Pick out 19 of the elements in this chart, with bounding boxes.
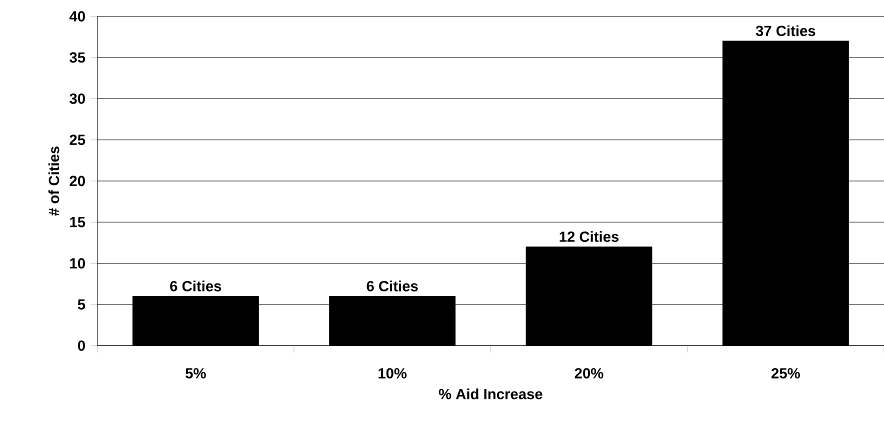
y-tick-label: 25	[70, 134, 86, 146]
y-tick-label: 10	[70, 258, 85, 269]
y-tick-label: 40	[69, 11, 85, 22]
y-axis-title: # of Cities	[48, 146, 60, 216]
x-tick-label: 20%	[574, 368, 604, 378]
data-label: 6 Cities	[366, 280, 418, 292]
x-tick-label: 25%	[771, 368, 800, 378]
y-tick-label: 15	[70, 217, 86, 228]
y-tick-label: 30	[70, 93, 85, 104]
data-label: 37 Cities	[756, 25, 816, 36]
data-label: 6 Cities	[170, 280, 222, 292]
y-tick-label: 5	[78, 299, 86, 310]
x-tick-label: 10%	[378, 368, 407, 378]
data-label: 12 Cities	[560, 231, 619, 242]
y-tick-label: 0	[78, 340, 85, 351]
x-axis-title: % Aid Increase	[438, 388, 542, 400]
y-tick-label: 20	[70, 176, 85, 186]
y-tick-label: 35	[70, 52, 86, 63]
x-tick-label: 5%	[186, 368, 206, 378]
